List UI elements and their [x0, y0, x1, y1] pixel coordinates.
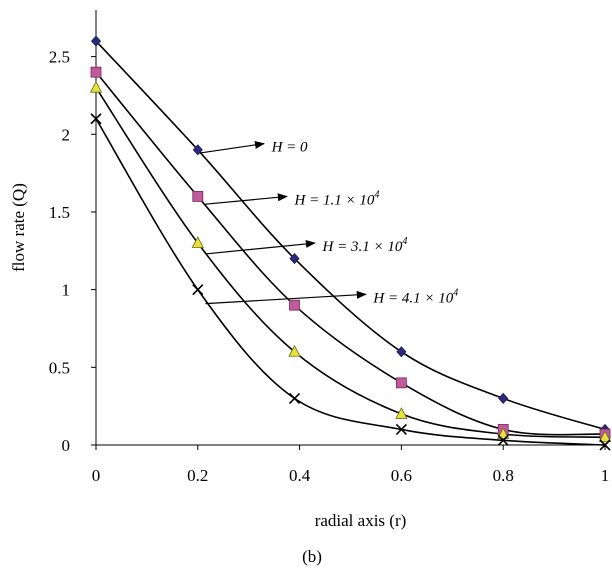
data-point-series-1 [289, 252, 300, 265]
x-tick-label: 1 [601, 466, 610, 485]
figure-caption: (b) [302, 547, 322, 566]
data-point-series-3 [598, 430, 612, 443]
data-point-series-4 [288, 392, 301, 404]
annotation-arrow-1 [200, 140, 265, 154]
data-point-series-2 [90, 66, 102, 78]
series-line-4 [95, 118, 606, 446]
data-point-series-2 [395, 377, 407, 389]
x-tick-label: 0.4 [289, 466, 311, 485]
data-point-series-1 [192, 144, 203, 156]
data-point-series-1 [90, 35, 102, 47]
x-axis-label: radial axis (r) [315, 511, 407, 530]
y-tick-label: 0 [62, 436, 71, 455]
data-point-series-4 [192, 284, 204, 296]
annotation-arrow-2 [205, 193, 288, 205]
annotation-exponent: 4 [453, 287, 458, 298]
y-tick-label: 1.5 [49, 203, 70, 222]
data-point-series-3 [497, 427, 510, 440]
y-tick-label: 1 [62, 281, 71, 300]
data-point-series-3 [191, 236, 204, 248]
y-tick-label: 0.5 [49, 358, 70, 377]
annotation-exponent: 4 [374, 190, 379, 201]
data-point-series-2 [192, 191, 204, 202]
data-point-series-3 [395, 407, 408, 419]
y-tick-label: 2 [62, 125, 71, 144]
y-axis-label: flow rate (Q) [9, 183, 28, 272]
annotation-arrow-3 [205, 239, 316, 255]
x-tick-label: 0 [92, 466, 101, 485]
annotation-arrow-4 [205, 290, 367, 305]
x-tick-label: 0.2 [187, 466, 208, 485]
annotation-label-3: H = 3.1 × 104 [322, 236, 408, 255]
y-tick-label: 2.5 [49, 48, 70, 67]
data-point-series-3 [288, 344, 301, 357]
x-tick-label: 0.6 [391, 466, 412, 485]
series-line-1 [95, 40, 606, 431]
data-markers [89, 35, 612, 451]
data-point-series-2 [289, 299, 300, 311]
annotation-label-1: H = 0 [271, 140, 308, 156]
ticks: 0 0.5 1 1.5 2 2.5 0 0.2 0.4 0.6 0.8 1 [49, 48, 610, 485]
axes [95, 10, 605, 446]
annotation-label-4: H = 4.1 × 104 [372, 287, 458, 306]
series-line-3 [95, 87, 606, 439]
data-point-series-4 [599, 439, 611, 451]
data-point-series-1 [498, 392, 509, 404]
data-point-series-4 [90, 113, 102, 125]
annotation-label-2: H = 1.1 × 104 [294, 190, 380, 209]
annotation-exponent: 4 [402, 236, 407, 247]
series-annotations: H = 0 H = 1.1 × 104 H = 3.1 × 104 H = 4.1 ×… [200, 140, 458, 306]
data-point-series-1 [396, 346, 407, 358]
data-point-series-4 [497, 434, 509, 446]
data-point-series-4 [395, 423, 407, 436]
data-point-series-3 [89, 80, 103, 93]
x-tick-label: 0.8 [493, 466, 514, 485]
